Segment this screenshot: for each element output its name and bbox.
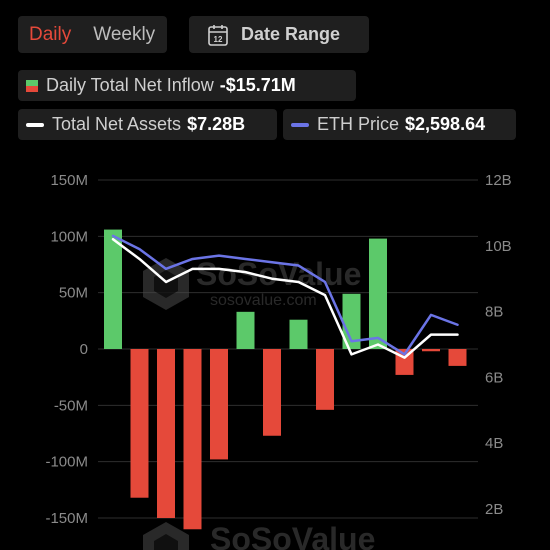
legend-assets-value: $7.28B — [187, 114, 246, 134]
weekly-tab[interactable]: Weekly — [93, 23, 156, 45]
inflow-bar[interactable] — [236, 311, 255, 349]
date-range-button[interactable]: 12 Date Range — [189, 16, 369, 53]
grid-lines — [98, 179, 478, 519]
inflow-bar[interactable] — [104, 229, 122, 349]
watermark: SoSoValue sosovalue.com SoSoValue — [143, 256, 375, 550]
inflow-bar[interactable] — [130, 349, 149, 498]
line-series — [111, 234, 459, 359]
legend-assets-label: Total Net Assets — [52, 114, 182, 134]
left-axis: 150M 100M 50M 0 -50M -100M -150M — [45, 172, 88, 527]
blue-line-icon — [291, 122, 309, 127]
inflow-square-icon — [26, 79, 38, 92]
watermark-sub: sosovalue.com — [210, 292, 317, 309]
inflow-bar[interactable] — [263, 349, 281, 436]
inflow-bar[interactable] — [183, 349, 202, 530]
watermark-main-bottom: SoSoValue — [210, 521, 375, 550]
legend-inflow-value: -$15.71M — [219, 75, 296, 95]
left-tick-label: 50M — [59, 285, 88, 302]
calendar-icon: 12 — [208, 24, 228, 46]
inflow-bar[interactable] — [316, 349, 334, 410]
net-assets-line[interactable] — [111, 237, 459, 359]
inflow-bar[interactable] — [210, 349, 228, 460]
left-tick-label: -50M — [54, 397, 88, 414]
legend-assets[interactable]: Total Net Assets $7.28B — [18, 109, 277, 140]
legend-inflow[interactable]: Daily Total Net Inflow -$15.71M — [18, 70, 356, 101]
right-tick-label: 6B — [485, 369, 503, 386]
inflow-bar[interactable] — [369, 238, 387, 349]
inflow-bar[interactable] — [289, 319, 308, 349]
left-tick-label: 0 — [80, 341, 88, 358]
inflow-bar[interactable] — [422, 349, 440, 352]
sosovalue-logo-icon-bottom — [143, 522, 189, 550]
right-axis: 12B 10B 8B 6B 4B 2B — [485, 172, 512, 518]
legend-inflow-label: Daily Total Net Inflow — [46, 75, 214, 95]
eth-price-line[interactable] — [111, 234, 459, 356]
right-tick-label: 10B — [485, 238, 512, 255]
inflow-bar[interactable] — [157, 349, 175, 518]
daily-tab[interactable]: Daily — [29, 23, 72, 45]
right-tick-label: 4B — [485, 435, 503, 452]
calendar-number: 12 — [214, 35, 223, 44]
left-tick-label: 100M — [50, 228, 88, 245]
watermark-main: SoSoValue — [196, 256, 361, 292]
left-tick-label: -100M — [45, 454, 88, 471]
date-range-label: Date Range — [241, 24, 341, 44]
right-tick-label: 2B — [485, 501, 503, 518]
inflow-bar[interactable] — [342, 293, 361, 349]
legend-price[interactable]: ETH Price $2,598.64 — [283, 109, 516, 140]
sosovalue-logo-icon — [143, 258, 189, 310]
period-toggle: Daily Weekly — [18, 16, 167, 53]
left-tick-label: 150M — [50, 172, 88, 189]
inflow-bar[interactable] — [448, 349, 467, 366]
bar-series — [104, 229, 467, 530]
inflow-chart: SoSoValue sosovalue.com SoSoValue 150M 10… — [45, 172, 512, 550]
right-tick-label: 12B — [485, 172, 512, 189]
left-tick-label: -150M — [45, 510, 88, 527]
legend-price-label: ETH Price — [317, 114, 400, 134]
white-line-icon — [26, 122, 44, 127]
legend-price-value: $2,598.64 — [405, 114, 486, 134]
right-tick-label: 8B — [485, 304, 503, 321]
